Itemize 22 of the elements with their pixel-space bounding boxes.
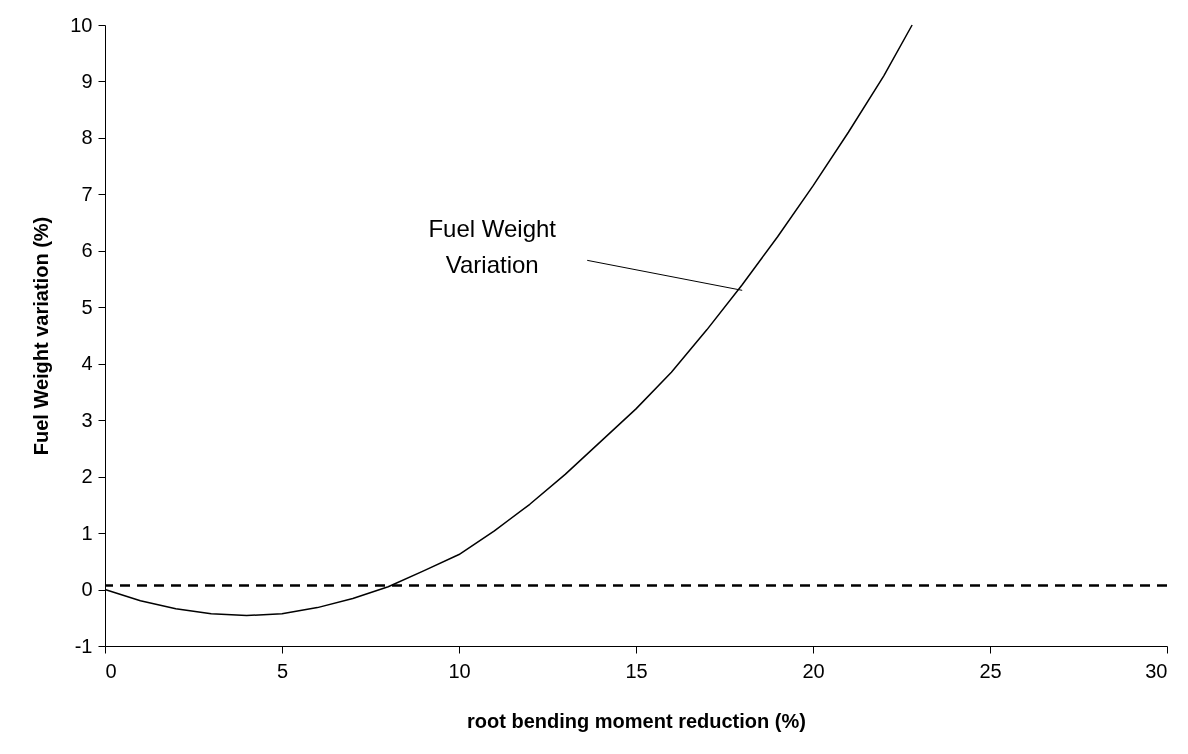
y-tick-label: 1 (81, 521, 93, 544)
y-tick-label: 0 (81, 578, 93, 601)
y-tick-label: -1 (74, 634, 93, 657)
x-tick-label: 5 (276, 659, 289, 682)
x-tick-label: 0 (105, 659, 117, 682)
y-tick-label: 10 (70, 13, 93, 36)
y-tick-label: 5 (81, 295, 93, 318)
y-tick-label: 6 (81, 239, 93, 262)
y-tick-label: 4 (81, 352, 93, 375)
y-tick-label: 7 (81, 182, 93, 205)
x-tick-label: 15 (625, 659, 648, 682)
x-tick-label: 10 (448, 659, 471, 682)
x-axis-title: root bending moment reduction (%) (467, 709, 806, 732)
y-tick-label: 8 (81, 126, 93, 149)
x-tick-label: 20 (802, 659, 825, 682)
annotation: Fuel Weight Variation (428, 215, 557, 279)
y-tick-label: 2 (81, 465, 93, 488)
x-tick-label: 30 (1145, 659, 1168, 682)
x-tick-label: 25 (979, 659, 1002, 682)
y-tick-label: 9 (81, 69, 93, 92)
y-axis-title: Fuel Weight variation (%) (30, 216, 53, 456)
y-tick-label: 3 (81, 408, 93, 431)
